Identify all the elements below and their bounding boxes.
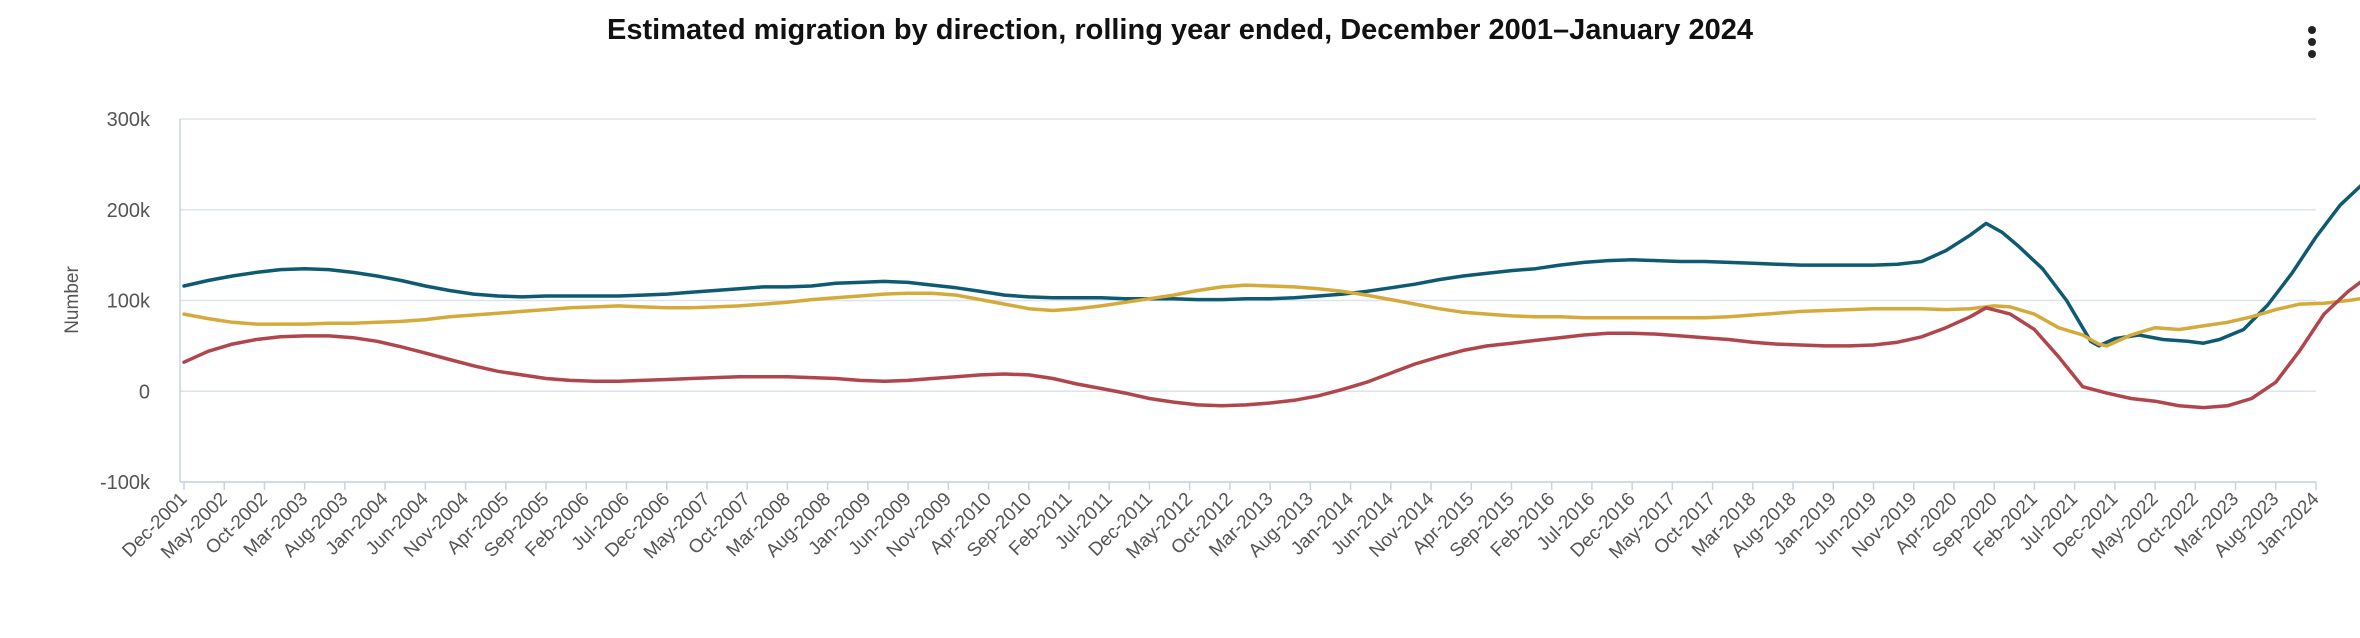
y-tick-label: 300k [107,109,151,131]
y-axis-title: Number [62,266,83,334]
menu-dot [2308,26,2316,34]
y-tick-label: -100k [100,472,151,494]
gridlines [180,118,2316,483]
menu-dot [2308,38,2316,46]
menu-dot [2308,50,2316,58]
chart-title: Estimated migration by direction, rollin… [607,14,1753,46]
y-tick-label: 0 [139,381,150,403]
y-axis-ticks: 300k 200k 100k 0 -100k [100,109,151,494]
x-axis: Dec-2001May-2002Oct-2002Mar-2003Aug-2003… [118,119,2324,563]
more-options-menu-icon[interactable] [2300,22,2324,62]
y-tick-label: 100k [107,291,151,313]
y-tick-label: 200k [107,200,151,222]
series-line-1 [182,184,2360,348]
series-lines [182,184,2360,410]
series-line-2 [182,283,2360,348]
series-line-3 [182,280,2360,410]
